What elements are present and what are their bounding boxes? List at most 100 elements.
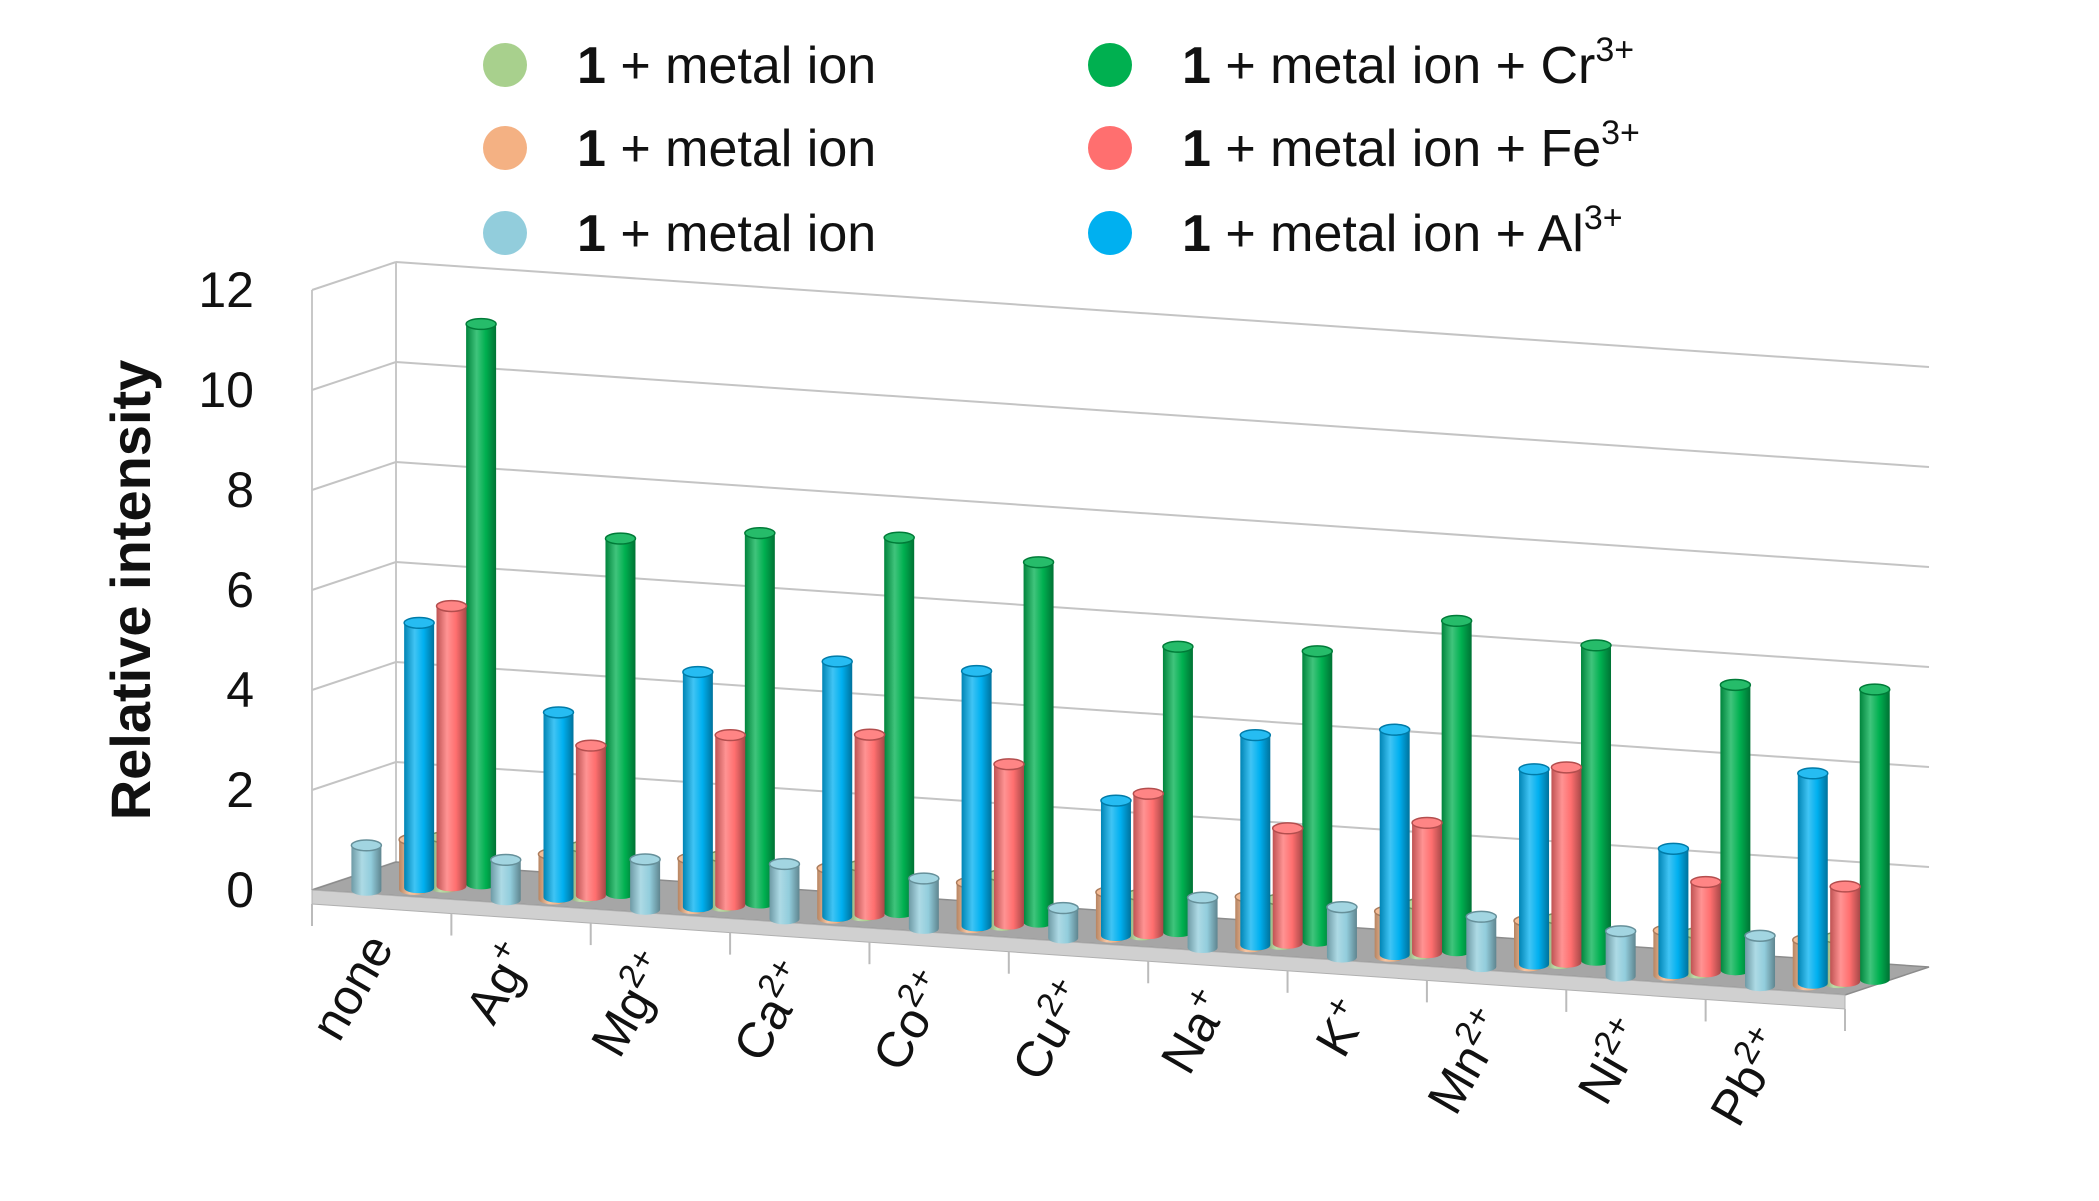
x-category-label: Na+	[1146, 980, 1241, 1083]
bar-body	[543, 712, 574, 903]
y-tick-label: 12	[198, 262, 254, 318]
bar-body	[1551, 767, 1582, 968]
bar	[744, 526, 776, 909]
gridline	[395, 661, 1930, 768]
bar	[1465, 910, 1498, 973]
bar	[1829, 880, 1861, 987]
legend-label: 1 + metal ion + Fe3+	[1182, 114, 1640, 178]
legend-charge: 3+	[1584, 199, 1623, 237]
side-gridline	[311, 761, 397, 791]
bar-body	[993, 764, 1024, 930]
x-category-label: Pb2+	[1695, 1018, 1798, 1135]
bar-body	[1302, 651, 1333, 947]
bar	[908, 872, 940, 934]
y-tick-label: 4	[226, 662, 254, 718]
category-name: Mg	[580, 977, 663, 1065]
bar-body	[715, 735, 746, 911]
gridline	[395, 261, 1930, 368]
bar-top	[575, 739, 607, 752]
gridline	[395, 361, 1930, 468]
bar-body	[769, 863, 800, 925]
bar-top	[435, 599, 468, 613]
bar	[993, 758, 1025, 930]
legend-compound: 1	[1182, 120, 1211, 178]
x-category-label: Mn2+	[1412, 999, 1519, 1123]
bar-top	[1022, 556, 1055, 569]
bar-top	[1829, 880, 1861, 893]
legend-rest: + metal ion + Fe	[1211, 120, 1601, 178]
bar	[714, 728, 746, 911]
legend-label: 1 + metal ion	[577, 205, 876, 263]
bar	[1411, 816, 1443, 959]
bar-body	[1379, 729, 1410, 961]
category-name: Na	[1150, 999, 1231, 1083]
bar-top	[1550, 761, 1583, 774]
bar-top	[1690, 875, 1722, 889]
bar-body	[490, 859, 521, 906]
bar-body	[744, 533, 775, 909]
y-tick-label: 8	[226, 462, 254, 518]
legend-item: 1 + metal ion + Fe3+	[1088, 114, 1640, 178]
bar-body	[1859, 689, 1890, 985]
bar	[1271, 822, 1304, 949]
bar	[1239, 729, 1272, 951]
bar-top	[1580, 639, 1612, 652]
bar	[350, 839, 383, 896]
x-category-label: Ag+	[450, 932, 543, 1033]
legend-item: 1 + metal ion	[483, 37, 876, 95]
category-name: Mn	[1416, 1035, 1499, 1123]
legend-rest: + metal ion + Cr	[1211, 37, 1595, 95]
category-name: none	[300, 925, 404, 1049]
bar-top	[1301, 645, 1334, 658]
bar	[1657, 842, 1690, 980]
bar-top	[1657, 842, 1690, 855]
legend-item: 1 + metal ion	[483, 205, 876, 263]
bar-top	[821, 655, 853, 668]
bar	[883, 531, 915, 919]
bar	[1858, 683, 1891, 985]
bar-top	[714, 728, 746, 742]
bar-body	[605, 538, 636, 899]
bar-body	[822, 661, 853, 922]
legend-marker	[1088, 126, 1132, 170]
bar-top	[883, 531, 915, 544]
bar-top	[1162, 640, 1194, 653]
category-name: Ni	[1567, 1044, 1639, 1113]
bar-top	[1604, 925, 1637, 938]
legend-marker	[1088, 211, 1132, 255]
legend-rest: + metal ion + Al	[1211, 205, 1584, 263]
bar-body	[1162, 646, 1193, 938]
bar-body	[1048, 908, 1079, 944]
bar-top	[604, 532, 637, 545]
bar	[435, 599, 468, 892]
bar-body	[1466, 916, 1497, 973]
bar-body	[1830, 886, 1861, 987]
bar	[604, 532, 637, 899]
legend-item: 1 + metal ion	[483, 120, 876, 178]
legend-compound: 1	[1182, 205, 1211, 263]
bar	[768, 857, 801, 925]
bar-body	[854, 734, 885, 921]
bar	[1132, 787, 1165, 940]
legend-item: 1 + metal ion + Cr3+	[1088, 31, 1634, 95]
bar-top	[1378, 723, 1411, 736]
bar-body	[630, 859, 661, 915]
x-category-label: none	[300, 925, 404, 1049]
legend-charge: 3+	[1595, 31, 1634, 69]
x-category-label: Ni2+	[1563, 1008, 1659, 1113]
bar-body	[351, 845, 382, 896]
bar-body	[1720, 684, 1751, 976]
bar-top	[1440, 614, 1473, 627]
bar-body	[884, 537, 915, 919]
x-category-label: Co2+	[857, 960, 961, 1079]
gridline	[395, 461, 1930, 568]
bar-top	[1271, 822, 1304, 835]
legend-rest: + metal ion	[606, 37, 876, 95]
bar	[1604, 925, 1637, 982]
bar-top	[629, 853, 661, 866]
bar-body	[908, 878, 939, 934]
bar-top	[465, 317, 497, 331]
bar-body	[1100, 800, 1131, 942]
